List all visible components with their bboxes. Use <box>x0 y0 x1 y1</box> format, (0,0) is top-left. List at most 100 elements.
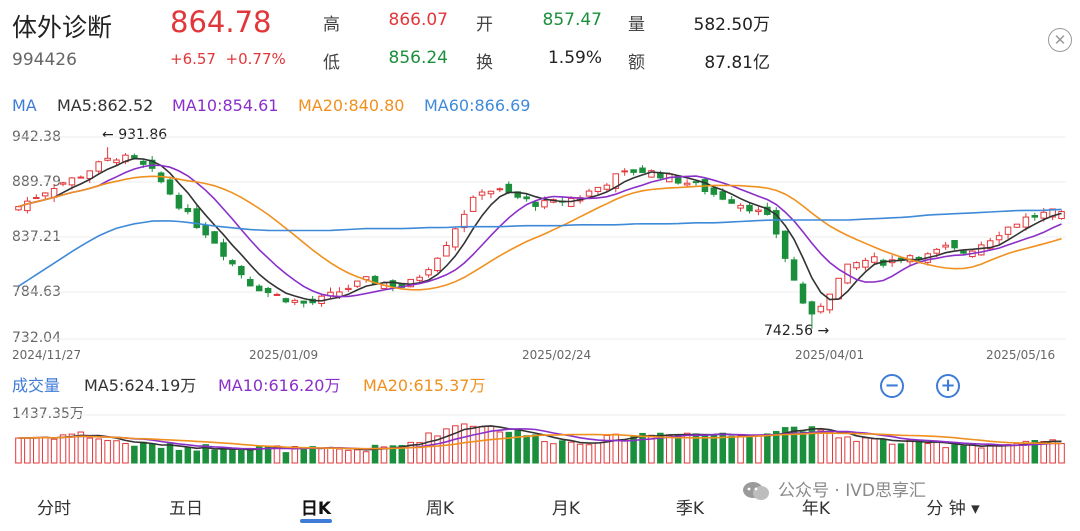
volume-bar <box>41 436 49 464</box>
volume-bar <box>371 444 379 464</box>
candle-body <box>737 204 744 209</box>
candle-body <box>300 300 308 304</box>
tab-yearly-k[interactable]: 年K <box>801 499 831 519</box>
candle-body <box>692 181 700 184</box>
ma-legend-title[interactable]: MA <box>12 96 37 115</box>
candlestick-chart[interactable] <box>0 0 1080 470</box>
close-icon[interactable]: ✕ <box>1048 28 1072 52</box>
candle-body <box>772 210 780 235</box>
volume-axis-max: 1437.35万 <box>12 406 84 422</box>
volume-bar <box>969 444 976 464</box>
candle-body <box>541 200 548 208</box>
volume-bar <box>933 441 940 464</box>
candle-body <box>1004 226 1012 235</box>
volume-bar <box>407 441 414 464</box>
volume-bar <box>853 440 860 464</box>
volume-bar <box>229 449 236 464</box>
volume-bar <box>986 444 994 464</box>
candle-body <box>871 256 878 263</box>
tab-weekly-k[interactable]: 周K <box>425 499 455 519</box>
volume-bar <box>238 449 245 464</box>
index-code: 994426 <box>12 50 77 70</box>
volume-bar <box>523 435 530 464</box>
volume-bar <box>505 431 513 464</box>
volume-bar <box>1031 439 1039 464</box>
candle-body <box>505 183 513 193</box>
date-label: 2025/01/09 <box>249 348 319 362</box>
volume-bar <box>951 444 958 464</box>
candle-body <box>603 184 611 190</box>
volume-bar <box>612 433 620 464</box>
candle-body <box>220 242 227 257</box>
candle-body <box>95 161 102 172</box>
volume-bar <box>978 447 985 464</box>
candle-body <box>425 269 432 276</box>
tab-minute-dropdown[interactable]: 分 钟 ▾ <box>926 499 980 519</box>
candle-body <box>639 167 646 173</box>
tab-daily-k[interactable]: 日K <box>300 499 332 519</box>
volume-bar <box>157 447 165 464</box>
tab-monthly-k[interactable]: 月K <box>551 499 581 519</box>
volume-bar <box>594 442 602 464</box>
candle-body <box>523 196 530 200</box>
volume-bar <box>184 447 192 464</box>
volume-bar <box>879 439 887 464</box>
volume-bar <box>701 433 709 464</box>
volume-bar <box>104 439 111 464</box>
candle-body <box>184 208 192 213</box>
candle-body <box>594 186 602 192</box>
volume-legend-title[interactable]: 成交量 <box>12 376 61 395</box>
candle-body <box>496 188 504 191</box>
tab-five-day[interactable]: 五日 <box>169 499 203 519</box>
tab-intraday[interactable]: 分时 <box>37 499 71 519</box>
candle-body <box>799 283 807 304</box>
volume-bar <box>246 448 254 464</box>
candle-body <box>273 293 281 296</box>
volume-bar <box>924 443 932 464</box>
quote-value-low: 856.24 <box>388 48 448 68</box>
volume-bar <box>389 445 397 464</box>
volume-bar <box>746 436 753 464</box>
candle-body <box>585 190 593 197</box>
volume-bar <box>603 434 611 464</box>
candle-body <box>728 199 735 204</box>
volume-bar <box>781 427 789 464</box>
watermark-text: 公众号 · IVD思享汇 <box>742 476 926 501</box>
volume-bar <box>416 442 423 464</box>
candle-body <box>1022 216 1030 228</box>
candle-body <box>202 225 209 236</box>
volume-bar <box>496 431 504 464</box>
quote-value-high: 866.07 <box>388 10 448 30</box>
zoom-out-button[interactable]: − <box>880 374 904 398</box>
candle-body <box>460 213 468 229</box>
candle-body <box>933 248 940 254</box>
volume-bar <box>906 439 914 464</box>
candle-body <box>1049 208 1056 218</box>
date-label: 2024/11/27 <box>12 348 82 362</box>
ma60-line <box>18 208 1062 287</box>
volume-bar <box>353 449 361 464</box>
ma20-legend: MA20:840.80 <box>298 96 405 115</box>
volume-bar <box>68 433 76 464</box>
candle-body <box>175 194 183 209</box>
volume-bar <box>897 443 905 464</box>
quote-label-turnover: 换 <box>476 53 493 73</box>
quote-label-high: 高 <box>323 15 340 35</box>
candle-body <box>808 301 816 315</box>
candle-body <box>612 173 620 189</box>
volume-bar <box>514 430 521 464</box>
change-percent: +0.77% <box>225 50 286 68</box>
zoom-in-button[interactable]: + <box>936 374 960 398</box>
index-name: 体外诊断 <box>12 13 113 42</box>
date-label: 2025/02/24 <box>522 348 592 362</box>
candle-body <box>140 160 147 165</box>
volume-bar <box>728 435 735 464</box>
volume-bar <box>710 434 718 464</box>
low-value: 742.56 <box>764 323 813 339</box>
candle-body <box>469 196 477 212</box>
volume-bar <box>345 449 352 464</box>
ma20-line <box>18 175 1062 291</box>
ma5-line <box>18 157 1062 302</box>
tab-quarterly-k[interactable]: 季K <box>675 499 705 519</box>
volume-bar <box>764 433 771 464</box>
